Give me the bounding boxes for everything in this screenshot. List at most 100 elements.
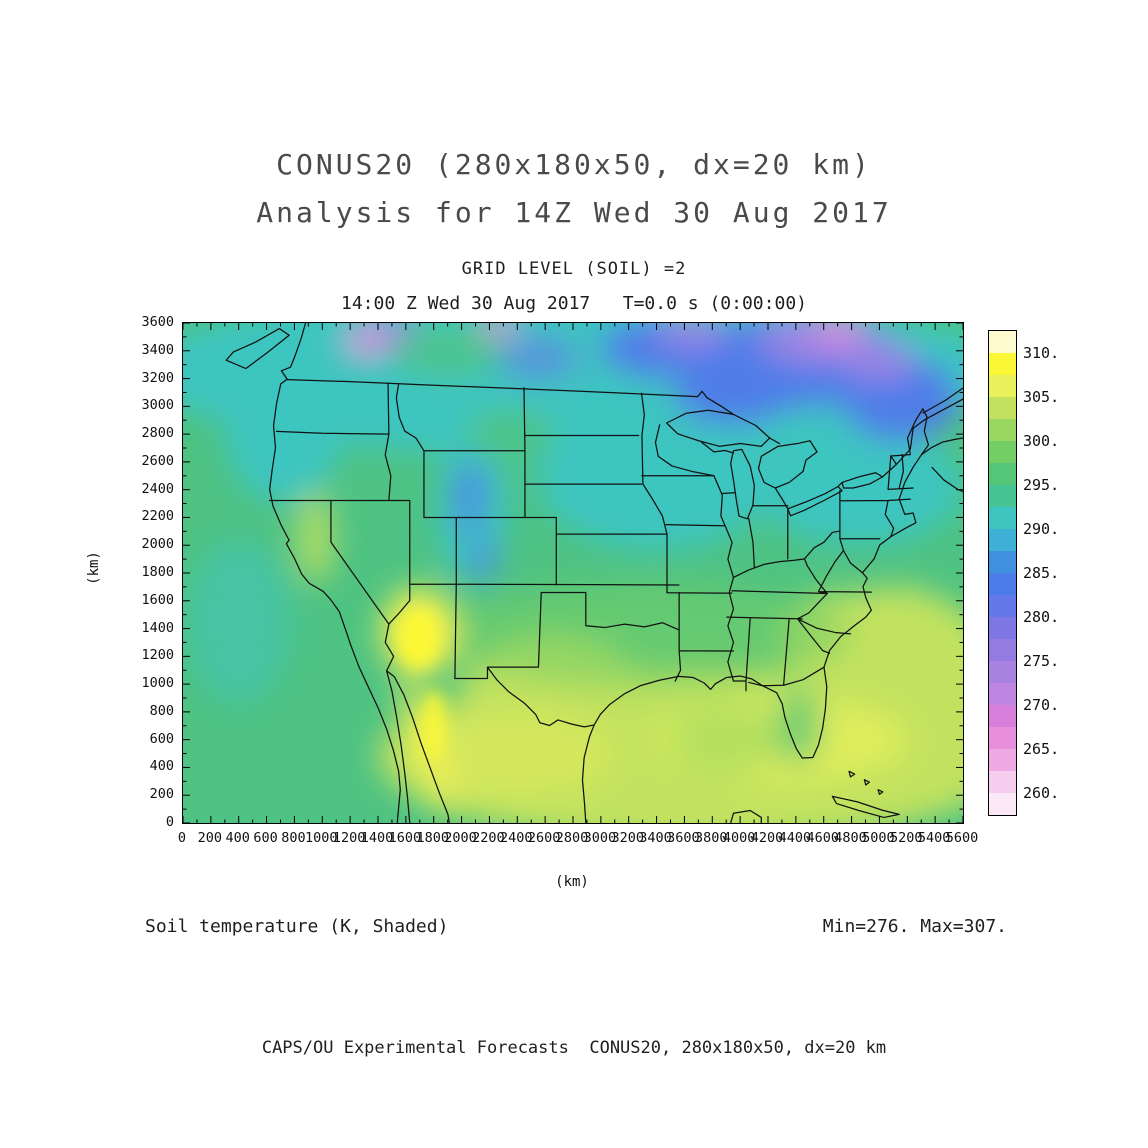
x-tick-label: 400 xyxy=(225,830,250,846)
y-tick-label: 2800 xyxy=(141,425,174,442)
x-tick-label: 4400 xyxy=(778,830,812,846)
x-tick-label: 600 xyxy=(253,830,278,846)
x-tick-label: 4000 xyxy=(722,830,756,846)
colorbar-segment xyxy=(989,551,1016,573)
y-tick-label: 800 xyxy=(149,702,174,719)
colorbar-tick-label: 270. xyxy=(1023,696,1060,714)
colorbar-segment xyxy=(989,463,1016,485)
y-tick-label: 600 xyxy=(149,730,174,747)
x-tick-label: 5400 xyxy=(917,830,951,846)
colorbar-segment xyxy=(989,331,1016,353)
colorbar-segment xyxy=(989,705,1016,727)
y-tick-label: 3200 xyxy=(141,369,174,386)
y-axis-unit: (km) xyxy=(86,551,102,585)
x-tick-label: 2200 xyxy=(472,830,505,846)
colorbar-segment xyxy=(989,419,1016,441)
footer-credit: CAPS/OU Experimental Forecasts CONUS20, … xyxy=(261,1038,887,1058)
temperature-shading xyxy=(183,323,963,823)
field-label: Soil temperature (K, Shaded) xyxy=(145,916,449,937)
x-tick-label: 200 xyxy=(197,830,223,846)
plot-frame xyxy=(182,322,964,824)
colorbar-segment xyxy=(989,771,1016,793)
coastline-gulf-atlantic xyxy=(581,387,963,823)
x-tick-label: 1000 xyxy=(305,830,338,846)
y-tick-label: 1400 xyxy=(141,619,174,636)
state-borders xyxy=(269,382,914,728)
x-tick-label: 3000 xyxy=(583,830,617,846)
colorbar-tick-label: 260. xyxy=(1023,784,1060,802)
x-tick-label: 1400 xyxy=(360,830,394,846)
temperature-shading-hotcores xyxy=(397,609,447,762)
x-tick-label: 1600 xyxy=(388,830,422,846)
colorbar-tick-label: 300. xyxy=(1023,432,1060,450)
colorbar-segment xyxy=(989,617,1016,639)
x-tick-label: 1800 xyxy=(416,830,449,846)
y-tick-label: 1200 xyxy=(141,647,174,664)
y-tick-label: 400 xyxy=(149,758,174,775)
x-tick-label: 1200 xyxy=(332,830,366,846)
colorbar-tick-label: 275. xyxy=(1023,652,1060,670)
y-tick-label: 0 xyxy=(165,814,174,830)
colorbar-tick-label: 305. xyxy=(1023,388,1060,406)
x-tick-label: 3200 xyxy=(611,830,644,846)
x-tick-label: 800 xyxy=(281,830,306,846)
colorbar-tick-label: 285. xyxy=(1023,564,1060,582)
y-tick-label: 2400 xyxy=(141,480,174,497)
colorbar-tick-label: 265. xyxy=(1023,740,1060,758)
colorbar-tick-label: 290. xyxy=(1023,520,1060,538)
y-tick-label: 3600 xyxy=(141,314,174,330)
x-tick-label: 2400 xyxy=(500,830,533,846)
x-axis-unit: (km) xyxy=(555,874,589,890)
colorbar-segment xyxy=(989,485,1016,507)
x-tick-label: 4200 xyxy=(750,830,784,846)
y-tick-label: 2000 xyxy=(141,536,174,553)
colorbar-tick-label: 295. xyxy=(1023,476,1060,494)
x-tick-label: 2800 xyxy=(555,830,589,846)
valid-time-label: 14:00 Z Wed 30 Aug 2017 T=0.0 s (0:00:00… xyxy=(341,293,807,314)
y-tick-label: 1000 xyxy=(141,675,174,692)
x-tick-label: 4800 xyxy=(834,830,867,846)
y-tick-label: 200 xyxy=(149,786,174,803)
colorbar-tick-label: 310. xyxy=(1023,344,1060,362)
coastline-west xyxy=(225,323,450,823)
colorbar-segment xyxy=(989,793,1016,815)
minmax-label: Min=276. Max=307. xyxy=(822,916,1007,937)
colorbar-segment xyxy=(989,397,1016,419)
x-tick-label: 5200 xyxy=(890,830,923,846)
colorbar-segment xyxy=(989,683,1016,705)
y-tick-label: 2200 xyxy=(141,508,174,525)
colorbar-segment xyxy=(989,661,1016,683)
colorbar-segment xyxy=(989,529,1016,551)
colorbar-segment xyxy=(989,573,1016,595)
colorbar xyxy=(988,330,1017,816)
x-tick-label: 3800 xyxy=(695,830,728,846)
title-line-1: CONUS20 (280x180x50, dx=20 km) xyxy=(276,148,872,181)
x-tick-label: 2000 xyxy=(444,830,477,846)
x-tick-label: 2600 xyxy=(527,830,561,846)
x-tick-label: 5000 xyxy=(862,830,895,846)
x-tick-label: 3600 xyxy=(667,830,700,846)
colorbar-segment xyxy=(989,375,1016,397)
colorbar-tick-label: 280. xyxy=(1023,608,1060,626)
grid-level-label: GRID LEVEL (SOIL) =2 xyxy=(461,259,687,279)
colorbar-segment xyxy=(989,441,1016,463)
y-tick-label: 3400 xyxy=(141,341,174,358)
great-lakes xyxy=(665,409,884,520)
title-line-2: Analysis for 14Z Wed 30 Aug 2017 xyxy=(256,196,892,229)
y-tick-label: 2600 xyxy=(141,452,174,469)
y-tick-label: 3000 xyxy=(141,397,174,414)
colorbar-segment xyxy=(989,507,1016,529)
colorbar-segment xyxy=(989,639,1016,661)
y-tick-label: 1600 xyxy=(141,591,174,608)
colorbar-segment xyxy=(989,595,1016,617)
colorbar-segment xyxy=(989,749,1016,771)
axis-ticks xyxy=(183,323,963,823)
x-tick-label: 5600 xyxy=(945,830,979,846)
y-tick-label: 1800 xyxy=(141,564,174,580)
x-tick-label: 0 xyxy=(177,830,187,846)
colorbar-segment xyxy=(989,353,1016,375)
colorbar-segment xyxy=(989,727,1016,749)
canada-border xyxy=(286,379,930,510)
x-tick-label: 3400 xyxy=(639,830,672,846)
